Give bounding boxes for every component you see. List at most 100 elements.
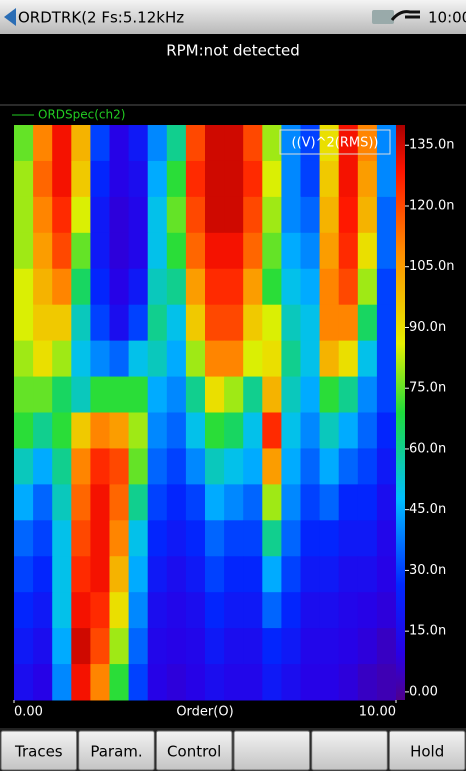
heat-cell — [14, 232, 34, 270]
heat-cell — [376, 376, 397, 413]
toolbar — [0, 728, 466, 771]
heat-cell — [205, 592, 225, 629]
heat-cell — [166, 484, 187, 521]
heat-cell — [357, 412, 378, 449]
heat-cell — [357, 592, 378, 629]
heat-cell — [185, 125, 206, 162]
unit-box — [279, 129, 391, 155]
heat-cell — [205, 412, 225, 449]
heat-cell — [14, 340, 34, 378]
heat-cell — [338, 556, 359, 593]
heat-cell — [281, 592, 301, 629]
trace-legend: ORDSpec(ch2) — [38, 108, 125, 122]
heat-cell — [338, 196, 359, 234]
colorbar-tick-label: 60.0n — [409, 441, 446, 456]
heat-cell — [243, 232, 263, 270]
heat-cell — [71, 232, 91, 270]
heat-cell — [147, 125, 168, 162]
button-label[interactable]: Param. — [90, 743, 142, 761]
heat-cell — [224, 448, 244, 485]
button[interactable] — [388, 730, 466, 771]
button-label[interactable]: Traces — [14, 743, 63, 761]
heat-cell — [71, 520, 91, 557]
heat-cell — [109, 376, 130, 413]
heat-cell — [128, 484, 149, 521]
heat-cell — [185, 340, 206, 378]
heat-cell — [357, 304, 378, 342]
heat-cell — [166, 412, 187, 449]
back-icon[interactable] — [4, 8, 16, 26]
heat-cell — [147, 196, 168, 234]
colorbar-tick-label: 15.0n — [409, 624, 446, 639]
heat-cell — [109, 556, 130, 593]
colorbar-tick-label: 105.0n — [409, 259, 454, 274]
heat-cell — [71, 268, 91, 306]
heat-cell — [128, 592, 149, 629]
heat-cell — [71, 484, 91, 521]
heat-cell — [52, 340, 72, 378]
heat-cell — [376, 412, 397, 449]
button[interactable] — [311, 730, 388, 771]
heat-cell — [243, 412, 263, 449]
button-label[interactable]: Hold — [410, 743, 444, 761]
heat-cell — [281, 412, 301, 449]
heat-cell — [205, 196, 225, 234]
heat-cell — [71, 556, 91, 593]
heat-cell — [33, 196, 53, 234]
heat-cell — [52, 125, 72, 162]
heat-cell — [90, 664, 110, 701]
heat-cell — [52, 628, 72, 665]
heat-cell — [243, 592, 263, 629]
button[interactable] — [233, 730, 311, 771]
heat-cell — [376, 520, 397, 557]
heat-cell — [205, 664, 225, 701]
heat-cell — [224, 376, 244, 413]
heat-cell — [262, 592, 282, 629]
heat-cell — [262, 268, 282, 306]
heat-cell — [33, 376, 53, 413]
heat-cell — [319, 340, 340, 378]
heat-cell — [33, 268, 53, 306]
heat-cell — [281, 232, 301, 270]
button[interactable] — [78, 730, 155, 771]
buttons: Traces Param. Control Hold — [0, 730, 466, 771]
heat-cell — [262, 376, 282, 413]
colorbar-tick-label: 75.0n — [409, 381, 446, 396]
button[interactable] — [0, 730, 78, 771]
heat-cell — [185, 160, 206, 198]
heat-cell — [338, 125, 359, 162]
heat-cell — [338, 592, 359, 629]
heat-cell — [319, 628, 340, 665]
heat-cell — [300, 232, 321, 270]
heat-cell — [147, 448, 168, 485]
heat-cell — [281, 448, 301, 485]
heat-cell — [109, 304, 130, 342]
heat-cell — [90, 412, 110, 449]
heat-cell — [14, 520, 34, 557]
heat-cell — [205, 628, 225, 665]
heat-cell — [147, 592, 168, 629]
heat-cell — [52, 664, 72, 701]
colorbar-tick-label: 45.0n — [409, 502, 446, 517]
heat-cell — [338, 160, 359, 198]
heat-cell — [185, 628, 206, 665]
heat-cell — [205, 232, 225, 270]
button-label[interactable]: Control — [167, 743, 221, 761]
heat-cell — [357, 160, 378, 198]
heat-cell — [109, 664, 130, 701]
heat-cell — [128, 268, 149, 306]
heat-cell — [338, 628, 359, 665]
button[interactable] — [155, 730, 233, 771]
heat-cell — [262, 232, 282, 270]
heat-cell — [128, 628, 149, 665]
heat-cell — [300, 664, 321, 701]
heat-cell — [376, 664, 397, 701]
heat-cell — [224, 340, 244, 378]
heat-cell — [205, 160, 225, 198]
heat-cell — [14, 268, 34, 306]
heat-cell — [52, 448, 72, 485]
heat-cell — [109, 448, 130, 485]
heat-cell — [33, 628, 53, 665]
heat-cell — [166, 628, 187, 665]
heat-cell — [33, 412, 53, 449]
